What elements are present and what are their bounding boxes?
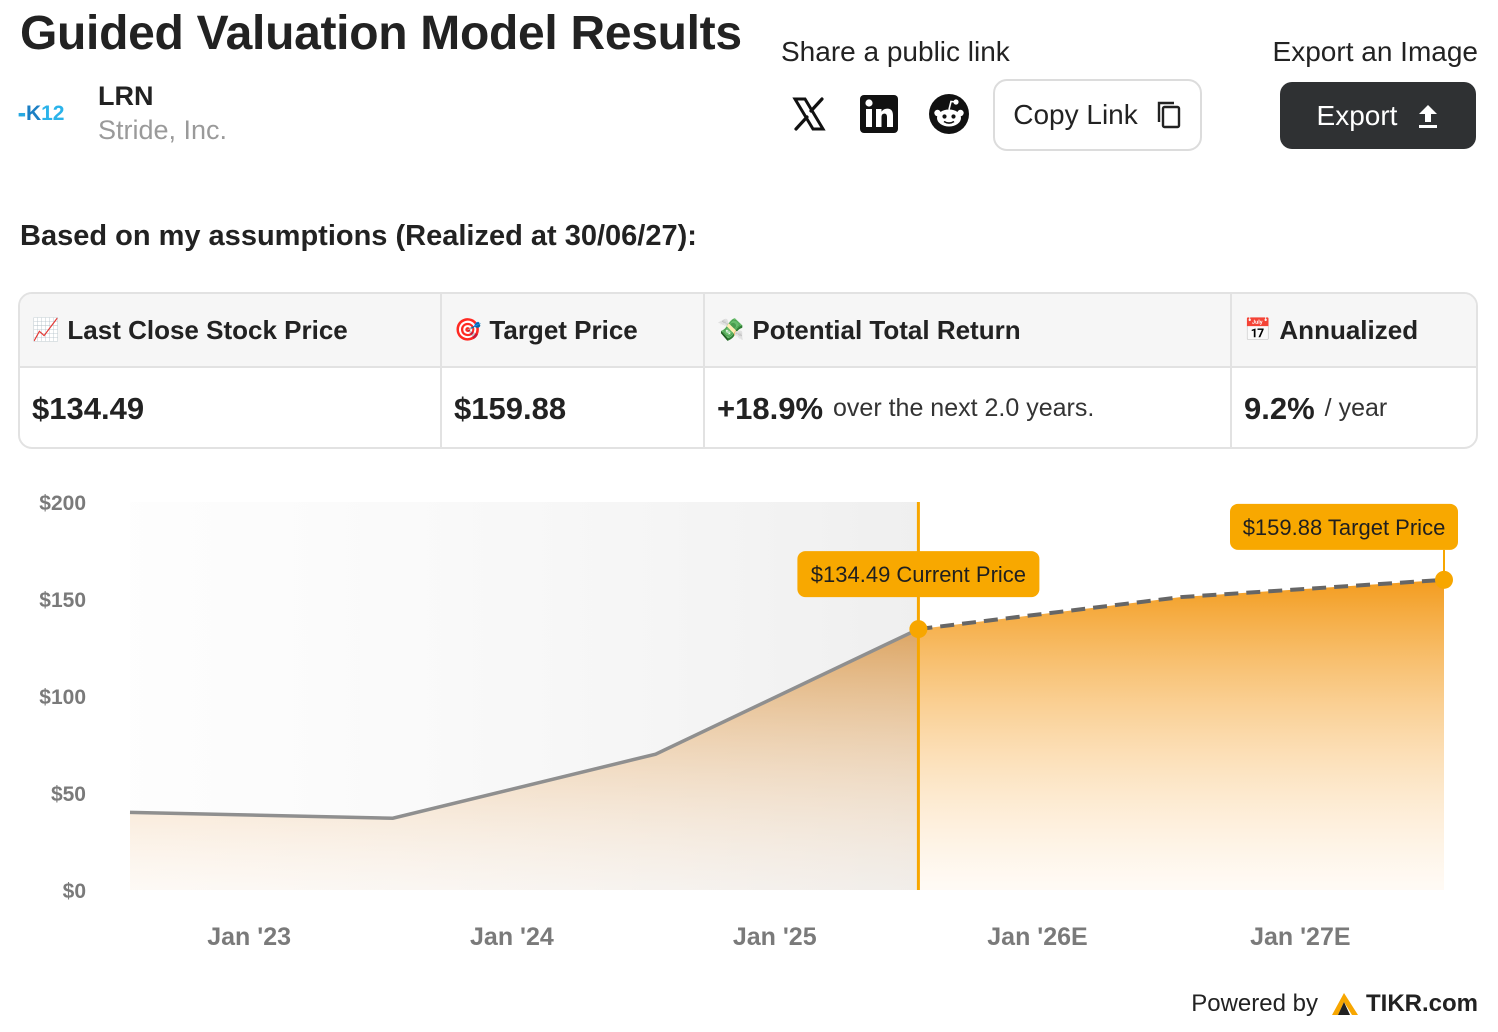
total-return-sub: over the next 2.0 years.	[833, 394, 1095, 422]
x-tick-label: Jan '27E	[1250, 923, 1350, 951]
calendar-icon: 📅	[1244, 317, 1272, 342]
y-tick-label: $100	[39, 686, 86, 709]
annotation-label: $134.49 Current Price	[811, 562, 1026, 587]
copy-link-label: Copy Link	[1013, 99, 1138, 130]
target-price-value: $159.88	[454, 390, 567, 426]
annualized-column: 📅 Annualized 9.2% / year	[1232, 294, 1476, 447]
annualized-sub: / year	[1324, 394, 1388, 422]
chart-up-icon: 📈	[32, 317, 60, 342]
target-price-column: 🎯 Target Price $159.88	[442, 294, 705, 447]
powered-by: Powered by TIKR.com	[1191, 990, 1478, 1018]
projected-area	[918, 579, 1444, 890]
share-label: Share a public link	[781, 36, 1010, 67]
linkedin-icon[interactable]	[858, 93, 900, 135]
assumptions-heading: Based on my assumptions (Realized at 30/…	[20, 220, 697, 252]
total-return-value: +18.9% over the next 2.0 years.	[717, 390, 1095, 426]
price-chart: $0 $50 $100 $150 $200 Jan '23 Jan '24 Jan '25 Ja…	[39, 492, 1458, 951]
annualized-value: 9.2% / year	[1244, 390, 1388, 426]
historical-line	[129, 627, 920, 820]
money-icon: 💸	[717, 317, 745, 342]
x-tick-label: Jan '23	[207, 923, 291, 951]
target-price-header: 🎯 Target Price	[442, 294, 703, 368]
results-table: 📈 Last Close Stock Price $134.49 🎯 Target …	[18, 292, 1478, 449]
upload-icon	[1419, 104, 1438, 128]
annotation-box	[797, 551, 1040, 598]
company-name: Stride, Inc.	[98, 115, 228, 145]
company-logo: ▪▪ K12	[18, 99, 84, 129]
total-return-column: 💸 Potential Total Return +18.9% over the n…	[705, 294, 1232, 447]
reddit-icon[interactable]	[928, 93, 970, 135]
x-tick-label: Jan '26E	[987, 923, 1087, 951]
tikr-brand: TIKR.com	[1365, 990, 1478, 1017]
annotation-point	[909, 620, 928, 639]
tikr-logo-icon	[1331, 993, 1358, 1015]
y-tick-label: $0	[63, 880, 86, 903]
annualized-header: 📅 Annualized	[1232, 294, 1476, 368]
page-title: Guided Valuation Model Results	[20, 7, 742, 60]
historical-area	[130, 629, 919, 890]
powered-by-label: Powered by	[1191, 990, 1318, 1017]
x-tick-label: Jan '24	[470, 923, 554, 951]
last-close-header: 📈 Last Close Stock Price	[20, 294, 440, 368]
projected-line	[918, 577, 1445, 632]
logo-dots-icon: ▪▪	[18, 106, 26, 122]
y-tick-label: $150	[39, 589, 86, 612]
export-button-label: Export	[1316, 99, 1398, 131]
x-icon[interactable]	[788, 93, 830, 135]
copy-icon	[1157, 101, 1180, 129]
logo-text: K12	[25, 102, 65, 125]
share-icons	[788, 93, 998, 135]
y-tick-label: $50	[51, 783, 86, 806]
export-button[interactable]: Export	[1280, 82, 1476, 149]
annotation-point	[1435, 570, 1453, 589]
x-tick-label: Jan '25	[733, 923, 817, 951]
company-block: ▪▪ K12 LRN Stride, Inc.	[18, 80, 227, 148]
ticker-symbol: LRN	[98, 81, 154, 111]
last-close-column: 📈 Last Close Stock Price $134.49	[20, 294, 442, 447]
annotation-label: $159.88 Target Price	[1243, 515, 1446, 540]
export-label: Export an Image	[1272, 36, 1478, 67]
total-return-header: 💸 Potential Total Return	[705, 294, 1230, 368]
annotation-box	[1230, 503, 1458, 550]
copy-link-button[interactable]: Copy Link	[993, 79, 1202, 151]
y-tick-label: $200	[39, 492, 86, 515]
target-icon: 🎯	[454, 317, 482, 342]
last-close-value: $134.49	[32, 390, 145, 426]
